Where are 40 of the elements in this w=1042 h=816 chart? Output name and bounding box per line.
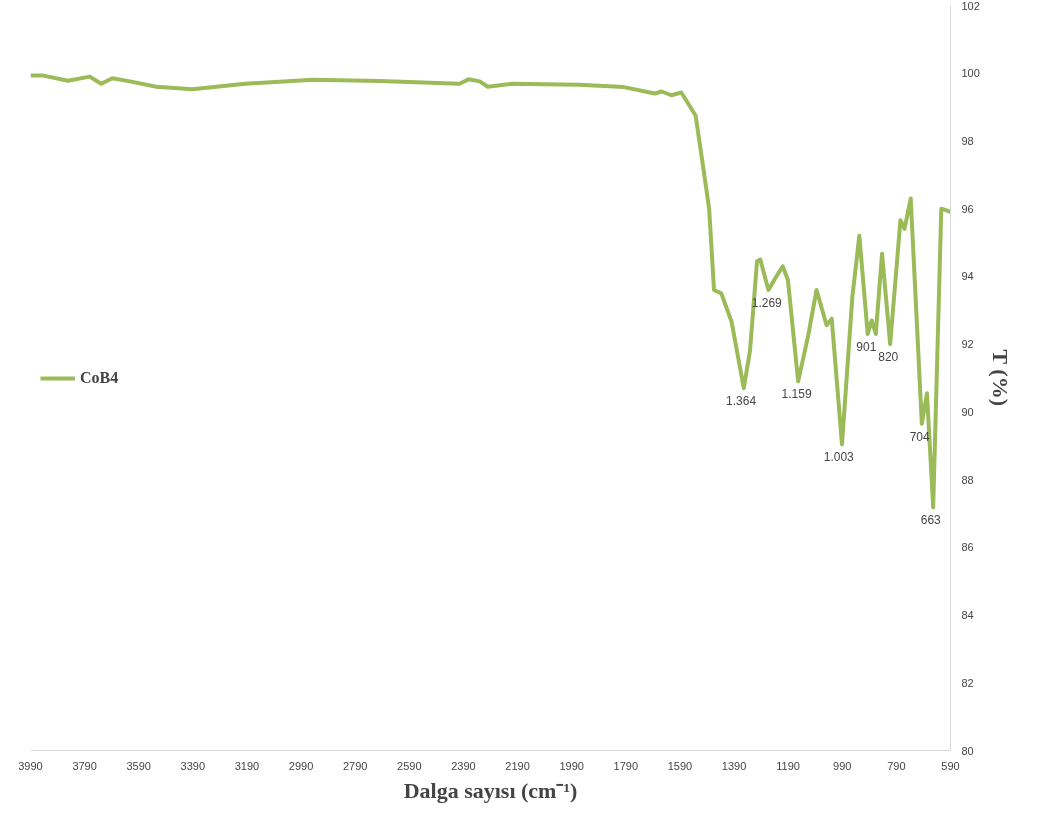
legend-label: CoB4 <box>80 368 119 387</box>
x-tick-label: 2190 <box>505 759 530 772</box>
y-tick-label: 86 <box>961 541 974 554</box>
annotation: 1.159 <box>781 387 812 402</box>
x-tick-label: 3990 <box>18 759 43 772</box>
annotation: 901 <box>856 339 877 354</box>
x-tick-label: 590 <box>941 759 960 772</box>
x-tick-label: 1990 <box>559 759 584 772</box>
line-series <box>30 73 951 510</box>
annotation: 663 <box>920 513 942 528</box>
x-tick-label: 990 <box>833 759 852 772</box>
x-tick-label: 1590 <box>667 759 693 772</box>
x-tick-label: 2990 <box>288 759 314 772</box>
y-tick-label: 96 <box>961 202 974 215</box>
y-tick-label: 100 <box>961 67 980 80</box>
y-axis-title: T (%) <box>987 349 1013 407</box>
x-tick-label: 3590 <box>126 759 151 772</box>
x-tick-label: 2390 <box>451 759 476 772</box>
annotation: 1.364 <box>726 394 757 409</box>
x-tick-label: 3190 <box>234 759 260 772</box>
y-tick-label: 94 <box>961 270 974 283</box>
y-tick-label: 80 <box>961 744 974 757</box>
y-tick-label: 92 <box>961 338 974 351</box>
y-tick-label: 102 <box>961 0 980 12</box>
y-tick-label: 82 <box>961 676 974 689</box>
x-tick-label: 2790 <box>342 759 368 772</box>
annotation: 820 <box>878 350 899 365</box>
x-tick-label: 1790 <box>613 759 639 772</box>
y-tick-label: 84 <box>961 609 974 622</box>
x-tick-label: 1190 <box>776 759 800 772</box>
y-tick-label: 88 <box>961 473 974 486</box>
x-tick-label: 3790 <box>72 759 97 772</box>
y-tick-label: 98 <box>961 134 974 147</box>
x-tick-label: 790 <box>887 759 906 772</box>
annotation: 1.003 <box>823 450 855 465</box>
x-tick-label: 2590 <box>397 759 422 772</box>
y-tick-label: 90 <box>961 405 974 418</box>
x-axis-title: Dalga sayısı (cm⁻¹) <box>403 777 578 803</box>
x-tick-label: 1390 <box>721 759 747 772</box>
x-tick-label: 3390 <box>180 759 206 772</box>
